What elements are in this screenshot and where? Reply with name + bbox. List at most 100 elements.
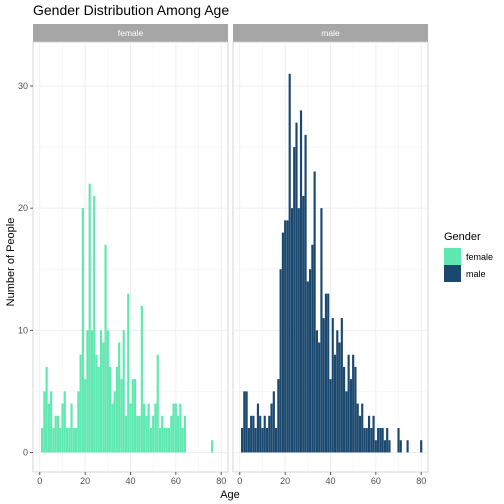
bar-male-age-35 — [318, 342, 321, 453]
bar-male-age-21 — [286, 220, 289, 453]
bar-female-age-25 — [95, 354, 98, 453]
bar-male-age-27 — [299, 110, 303, 453]
strip-male — [233, 24, 428, 42]
bar-female-age-45 — [140, 305, 143, 453]
x-tick-label: 80 — [216, 476, 226, 486]
bar-male-age-42 — [333, 354, 337, 453]
bar-female-age-2 — [43, 391, 46, 453]
bar-male-age-22 — [288, 73, 291, 453]
bar-male-age-54 — [361, 403, 364, 453]
bar-male-age-23 — [290, 208, 294, 453]
bar-female-age-38 — [124, 415, 128, 453]
bar-male-age-41 — [331, 318, 334, 453]
bar-male-age-57 — [367, 415, 371, 453]
legend-swatch-female — [444, 248, 461, 265]
bar-female-age-21 — [86, 330, 89, 453]
bar-female-age-29 — [104, 244, 107, 453]
bar-female-age-60 — [174, 403, 177, 453]
x-tick-label: 40 — [325, 476, 335, 486]
y-tick-label: 30 — [18, 81, 28, 91]
y-tick-label: 10 — [18, 325, 28, 335]
bar-female-age-17 — [77, 391, 80, 453]
bar-female-age-8 — [56, 415, 60, 453]
bar-male-age-80 — [420, 440, 423, 453]
bar-male-age-74 — [406, 440, 409, 453]
bar-female-age-23 — [90, 330, 94, 453]
x-tick-label: 0 — [237, 476, 242, 486]
bar-male-age-6 — [252, 415, 255, 453]
bar-female-age-41 — [131, 379, 134, 453]
bar-male-age-49 — [349, 379, 352, 453]
bar-female-age-24 — [93, 195, 96, 453]
bar-female-age-59 — [172, 403, 175, 453]
bar-female-age-15 — [72, 428, 75, 453]
bar-male-age-51 — [354, 366, 357, 453]
bar-female-age-18 — [79, 354, 82, 453]
bar-male-age-19 — [281, 232, 284, 453]
x-tick-label: 0 — [37, 476, 42, 486]
bar-female-age-20 — [84, 379, 87, 453]
bar-male-age-30 — [306, 281, 309, 453]
legend-label-female: female — [466, 252, 493, 262]
bar-female-age-6 — [52, 428, 55, 453]
bar-female-age-37 — [122, 330, 125, 453]
bar-female-age-57 — [167, 428, 171, 453]
bar-female-age-64 — [183, 415, 186, 453]
bar-female-age-42 — [133, 379, 137, 453]
bar-male-age-2 — [243, 391, 246, 453]
y-tick-label: 0 — [23, 447, 28, 457]
bar-male-age-28 — [302, 195, 305, 453]
y-tick-label: 20 — [18, 203, 28, 213]
bar-female-age-22 — [88, 183, 91, 453]
bar-female-age-16 — [75, 428, 78, 453]
bar-male-age-20 — [284, 220, 287, 453]
bar-male-age-3 — [245, 391, 248, 453]
bar-female-age-56 — [165, 428, 168, 453]
bar-female-age-13 — [68, 428, 71, 453]
bar-male-age-64 — [383, 440, 386, 453]
bar-male-age-1 — [240, 428, 244, 453]
legend-title: Gender — [444, 231, 481, 243]
x-tick-label: 40 — [125, 476, 135, 486]
bar-male-age-9 — [259, 415, 262, 453]
bar-male-age-16 — [275, 428, 278, 453]
bar-female-age-76 — [211, 440, 214, 453]
bar-female-age-33 — [113, 391, 116, 453]
bar-male-age-53 — [358, 415, 362, 453]
bar-female-age-47 — [145, 415, 148, 453]
bar-female-age-62 — [179, 403, 182, 453]
legend-label-male: male — [466, 269, 486, 279]
bar-female-age-44 — [138, 415, 141, 453]
bar-female-age-49 — [149, 428, 152, 453]
bar-male-age-39 — [327, 293, 330, 453]
bar-female-age-10 — [61, 403, 64, 453]
bar-female-age-19 — [81, 208, 84, 453]
bar-female-age-50 — [152, 415, 155, 453]
bar-male-age-47 — [345, 391, 348, 453]
bar-male-age-66 — [388, 440, 391, 453]
strip-label-male: male — [321, 28, 340, 38]
bar-female-age-36 — [120, 379, 123, 453]
bar-male-age-4 — [247, 428, 250, 453]
bar-male-age-56 — [365, 428, 368, 453]
bar-male-age-50 — [352, 354, 355, 453]
x-tick-label: 20 — [80, 476, 90, 486]
bar-male-age-17 — [277, 379, 280, 453]
bar-male-age-34 — [315, 330, 318, 453]
bar-female-age-28 — [102, 342, 105, 453]
bar-female-age-53 — [158, 428, 162, 453]
x-axis-title: Age — [220, 489, 240, 501]
bar-male-age-25 — [295, 122, 298, 453]
bar-male-age-26 — [297, 208, 300, 453]
bar-male-age-45 — [340, 318, 343, 453]
bar-male-age-60 — [374, 440, 377, 453]
bar-female-age-9 — [59, 428, 62, 453]
bar-male-age-36 — [320, 208, 323, 453]
bar-female-age-4 — [47, 403, 50, 453]
bar-female-age-58 — [170, 415, 173, 453]
y-axis-title: Number of People — [5, 218, 17, 307]
bar-male-age-71 — [399, 440, 402, 453]
bar-male-age-55 — [363, 428, 366, 453]
bar-male-age-61 — [377, 428, 380, 453]
